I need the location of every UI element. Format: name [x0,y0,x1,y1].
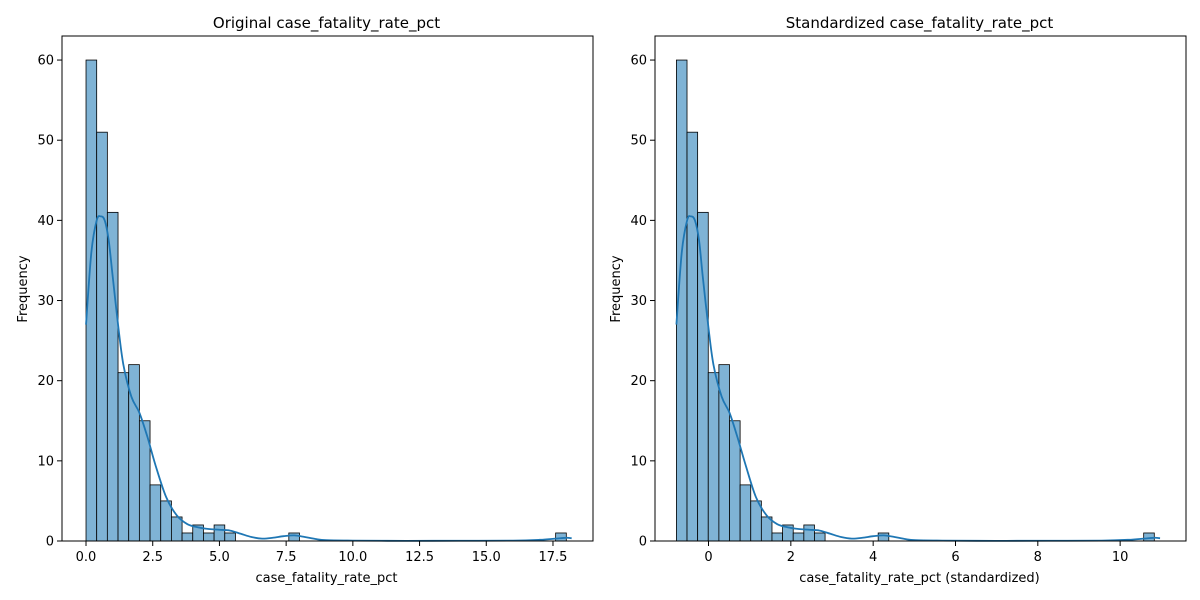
left-x-tick-label: 7.5 [276,550,297,565]
left-y-tick-label: 20 [37,374,54,389]
left-x-tick-label: 5.0 [209,550,230,565]
left-y-tick-label: 30 [37,294,54,309]
left-x-tick-label: 17.5 [538,550,567,565]
left-histogram-bar [96,131,108,542]
right-histogram-bar [814,532,826,542]
right-x-ticks: 0 2 4 6 8 10 [704,541,1128,565]
right-y-tick-label: 0 [639,535,647,550]
right-y-tick-label: 40 [630,214,647,229]
left-histogram-bar [224,532,236,542]
right-y-tick-label: 10 [630,454,647,469]
right-histogram-bar [739,484,752,542]
left-x-tick-label: 0.0 [76,550,97,565]
left-chart-title: Original case_fatality_rate_pct [213,14,440,33]
left-histogram-bar [170,516,183,542]
right-y-axis-label: Frequency [609,255,624,322]
left-y-tick-label: 10 [37,454,54,469]
left-histogram-bar [160,500,172,542]
right-x-tick-label: 2 [787,550,795,565]
right-histogram-bar [697,211,709,542]
left-y-tick-label: 40 [37,214,54,229]
left-histogram-bar [149,484,162,542]
left-y-tick-label: 0 [46,535,54,550]
right-x-tick-label: 4 [869,550,877,565]
left-histogram-bar [213,524,226,542]
right-x-axis-label: case_fatality_rate_pct (standardized) [799,571,1040,586]
right-y-tick-label: 30 [630,294,647,309]
right-histogram-bar [760,516,773,542]
right-y-tick-label: 50 [630,134,647,149]
left-x-axis-label: case_fatality_rate_pct [256,571,398,586]
left-x-tick-label: 10.0 [338,550,367,565]
left-x-tick-label: 2.5 [142,550,163,565]
right-bars [676,59,1155,542]
left-histogram-panel: Original case_fatality_rate_pct case_fat… [16,14,594,586]
right-histogram-bar [792,532,805,542]
right-histogram-bar [877,532,890,542]
right-y-tick-label: 20 [630,374,647,389]
left-x-tick-label: 15.0 [472,550,501,565]
right-histogram-bar [750,500,762,542]
left-histogram-bar [106,211,119,542]
right-x-tick-label: 10 [1112,550,1129,565]
left-histogram-bar [203,532,215,542]
left-x-tick-label: 12.5 [405,550,434,565]
left-y-tick-label: 60 [37,54,54,69]
left-bars [85,59,567,542]
right-histogram-bar [686,131,699,542]
right-y-tick-label: 60 [630,54,647,69]
left-histogram-bar [117,372,130,542]
right-x-tick-label: 8 [1034,550,1042,565]
right-x-tick-label: 0 [704,550,712,565]
right-histogram-panel: Standardized case_fatality_rate_pct case… [609,14,1187,586]
right-histogram-bar [707,372,720,542]
left-histogram-bar [181,532,194,542]
right-histogram-bar [1143,532,1155,542]
left-histogram-bar [288,532,300,542]
right-y-ticks: 0 10 20 30 40 50 60 [630,54,655,550]
right-chart-title: Standardized case_fatality_rate_pct [786,14,1054,33]
right-histogram-bar [803,524,815,542]
right-axes-frame [654,35,1187,542]
left-x-ticks: 0.0 2.5 5.0 7.5 10.0 12.5 15.0 17.5 [76,541,567,565]
left-y-axis-label: Frequency [16,255,31,322]
right-x-tick-label: 6 [951,550,959,565]
left-axes-frame [61,35,594,542]
left-y-ticks: 0 10 20 30 40 50 60 [37,54,62,550]
right-histogram-bar [771,532,783,542]
left-y-tick-label: 50 [37,134,54,149]
